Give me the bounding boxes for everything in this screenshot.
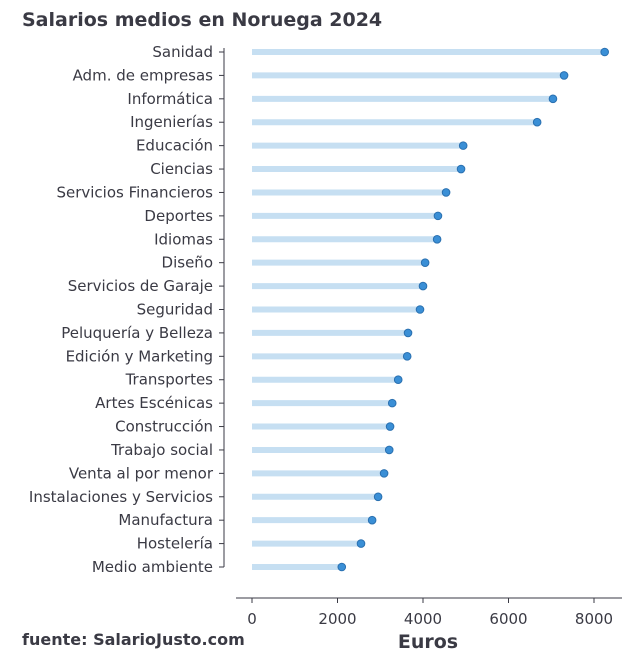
category-label: Educación <box>136 137 213 155</box>
category-label: Instalaciones y Servicios <box>29 488 213 506</box>
lollipop-dot <box>415 305 425 314</box>
lollipop-dot <box>367 515 377 525</box>
lollipop-dot <box>356 539 366 548</box>
category-label: Sanidad <box>152 43 213 61</box>
category-label: Idiomas <box>154 230 213 248</box>
lollipop-dot <box>385 422 395 431</box>
category-label: Adm. de empresas <box>73 66 214 84</box>
category-label: Venta al por menor <box>69 464 214 482</box>
lollipop-dot <box>456 164 466 174</box>
category-label: Servicios de Garaje <box>68 277 213 295</box>
lollipop-dot <box>458 141 468 150</box>
lollipop-dot <box>433 211 443 221</box>
x-tick-label: 8000 <box>575 610 613 628</box>
lollipop-dot <box>387 398 397 408</box>
lollipop-dot <box>337 562 347 572</box>
lollipop-dot <box>373 492 383 502</box>
lollipop-dot <box>432 234 442 244</box>
lollipop-dot <box>420 258 430 267</box>
x-tick-label: 6000 <box>489 610 527 628</box>
category-label: Diseño <box>162 254 213 272</box>
x-tick-label: 2000 <box>318 610 356 628</box>
category-label: Ciencias <box>150 160 213 178</box>
plot-area: Sanidad Adm. de empresas Informática Ingeni… <box>29 43 609 576</box>
x-axis-label: Euros <box>398 631 458 653</box>
category-label: Servicios Financieros <box>56 183 213 201</box>
lollipop-dot <box>379 469 389 478</box>
category-label: Transportes <box>125 371 214 389</box>
lollipop-dot <box>403 328 413 338</box>
lollipop-dot <box>532 117 542 127</box>
source-note: fuente: SalarioJusto.com <box>22 630 245 649</box>
lollipop-dot <box>600 47 609 57</box>
category-label: Hostelería <box>137 535 213 553</box>
category-label: Artes Escénicas <box>95 394 213 412</box>
category-label: Deportes <box>144 207 213 225</box>
category-label: Medio ambiente <box>92 558 213 576</box>
lollipop-dot <box>402 352 412 361</box>
category-label: Seguridad <box>137 301 213 319</box>
category-label: Construcción <box>115 418 213 436</box>
lollipop-dot <box>393 375 403 385</box>
category-label: Ingenierías <box>130 113 213 131</box>
chart-title: Salarios medios en Noruega 2024 <box>22 9 382 31</box>
x-axis-ticks: 0 2000 4000 6000 8000 <box>247 598 613 628</box>
lollipop-dot <box>559 71 569 80</box>
lollipop-dot <box>441 188 451 197</box>
category-label: Trabajo social <box>110 441 213 459</box>
category-label: Informática <box>127 90 213 108</box>
category-label: Peluquería y Belleza <box>61 324 213 342</box>
lollipop-dot <box>418 281 428 291</box>
x-tick-label: 4000 <box>404 610 442 628</box>
lollipop-dot <box>548 94 558 104</box>
category-label: Edición y Marketing <box>66 347 213 365</box>
x-tick-label: 0 <box>247 610 257 628</box>
lollipop-dot <box>384 445 394 455</box>
category-label: Manufactura <box>118 511 213 529</box>
